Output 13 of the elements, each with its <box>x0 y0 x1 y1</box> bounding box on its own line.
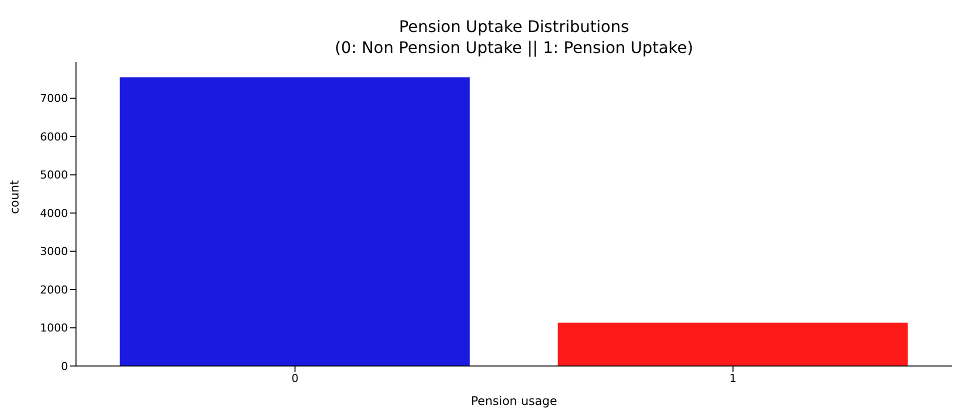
y-axis-title: count <box>7 180 22 214</box>
y-tick-label: 1000 <box>40 322 68 335</box>
y-tick-label: 2000 <box>40 283 68 296</box>
y-tick-label: 3000 <box>40 245 68 258</box>
y-tick-label: 6000 <box>40 130 68 144</box>
y-tick-label: 0 <box>61 360 68 373</box>
y-tick-label: 7000 <box>40 92 68 106</box>
chart-title: Pension Uptake Distributions <box>398 16 630 37</box>
x-tick-label: 1 <box>730 372 736 385</box>
y-tick-label: 5000 <box>40 168 68 182</box>
x-axis-title: Pension usage <box>470 394 558 408</box>
chart-subtitle: (0: Non Pension Uptake || 1: Pension Uptake) <box>334 37 694 58</box>
y-tick-label: 4000 <box>40 206 68 220</box>
